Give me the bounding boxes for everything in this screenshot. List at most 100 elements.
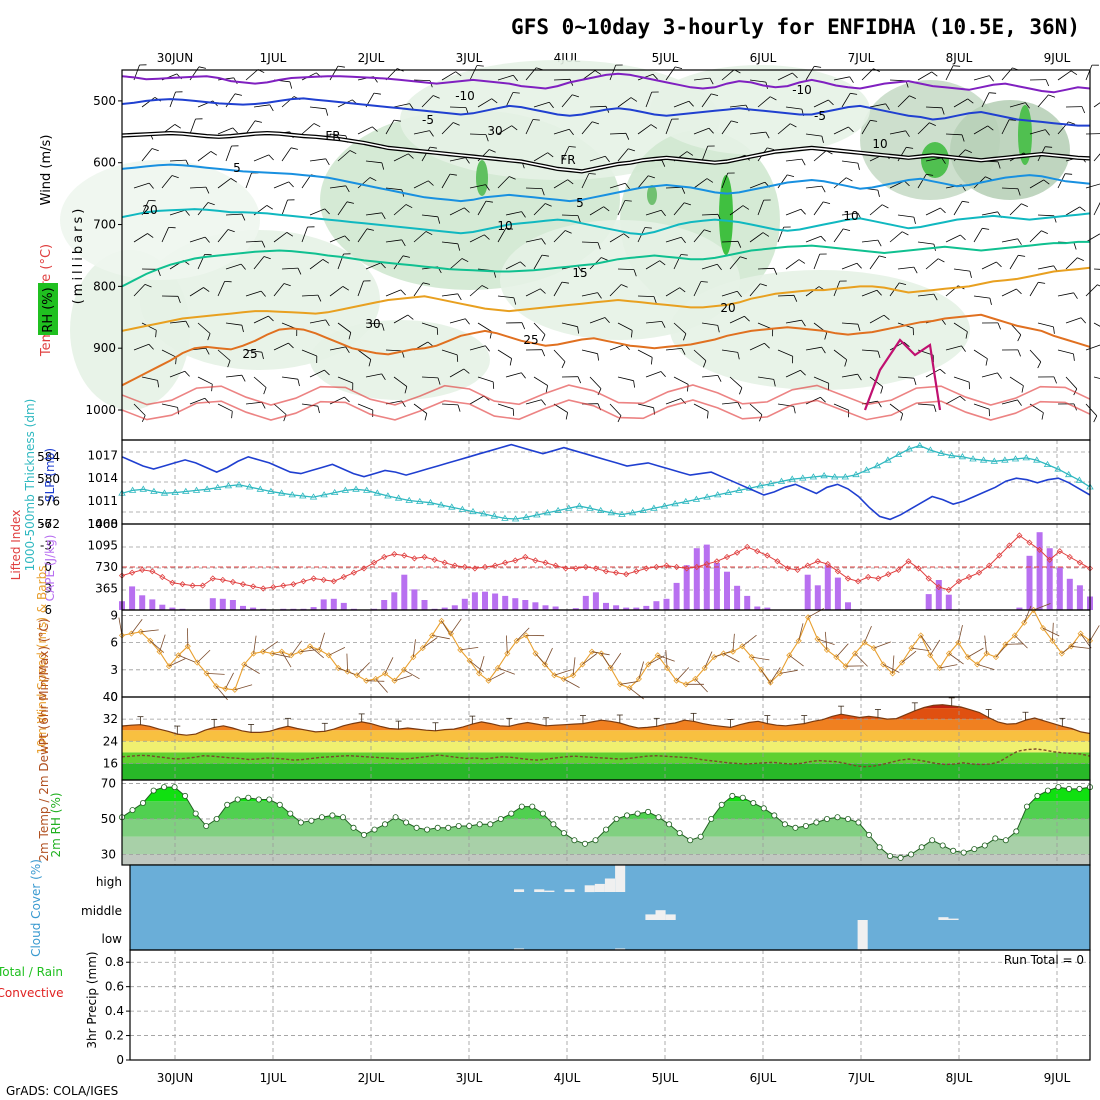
pressure-tick-1000: 1000 <box>85 403 116 417</box>
lifted-point-69 <box>814 558 821 565</box>
temp-line <box>121 704 1091 736</box>
thickness-point-30 <box>437 501 445 508</box>
upper-barb-101 <box>1001 119 1010 135</box>
upper-barb-34 <box>1085 64 1093 81</box>
upper-barb-332-flag <box>631 330 633 338</box>
rh-point-26 <box>392 814 399 821</box>
upper-barb-348-flag <box>1080 317 1087 324</box>
upper-barb-315 <box>141 322 157 331</box>
upper-barb-350-flag <box>148 344 154 350</box>
upper-barb-232 <box>749 232 764 243</box>
wind-point-17 <box>278 648 285 655</box>
bottom-day-label-3JUL: 3JUL <box>456 1071 483 1085</box>
upper-barb-422 <box>189 397 206 405</box>
upper-barb-157-flag <box>624 183 630 190</box>
upper-barb-311 <box>1001 288 1017 297</box>
upper-barb-29-flag <box>953 65 961 67</box>
upper-barb-412-flag <box>913 378 917 386</box>
wind-barb-21 <box>319 632 325 651</box>
thickness-point-64 <box>799 474 807 481</box>
rh-point-10 <box>224 801 231 808</box>
wind-point-63 <box>711 654 718 661</box>
upper-barb-303 <box>777 294 795 297</box>
thickness-point-49 <box>639 506 647 513</box>
upper-barb-354 <box>245 349 262 353</box>
upper-barb-397-flag <box>492 381 495 389</box>
upper-barb-200 <box>841 212 858 216</box>
upper-barb-95 <box>833 126 849 135</box>
upper-barb-344-flag <box>965 331 968 339</box>
upper-barb-111-flag <box>325 158 330 166</box>
upper-barb-45 <box>421 95 434 108</box>
rh-point-72 <box>876 844 883 851</box>
upper-barb-162 <box>749 181 766 189</box>
upper-barb-384 <box>1085 344 1100 351</box>
rh-point-48 <box>624 812 631 819</box>
surface-contour-1 <box>121 384 1091 406</box>
upper-barb-61-flag <box>885 103 890 110</box>
upper-barb-85-flag <box>568 129 574 136</box>
upper-barb-410 <box>841 373 858 378</box>
wind-point-21 <box>316 646 323 653</box>
thickness-point-8 <box>203 485 211 492</box>
upper-barb-150-flag <box>428 180 434 186</box>
cape-bar-51 <box>633 607 640 610</box>
upper-barb-450 <box>973 403 990 410</box>
upper-barb-57-flag <box>770 96 777 101</box>
cloud-low-72 <box>857 920 868 950</box>
upper-barb-122 <box>617 148 629 162</box>
temp-2m-label: 2m Temp / 2m DewPt (6hr Min/Max) (°C) <box>37 618 51 861</box>
lifted-point-2 <box>139 566 146 573</box>
wind-point-30 <box>400 666 407 673</box>
wind-point-4 <box>156 648 163 655</box>
slp-tick-1017: 1017 <box>87 448 118 462</box>
upper-barb-406 <box>729 376 743 388</box>
upper-barb-32-flag <box>1045 79 1050 87</box>
rh-point-51 <box>655 814 662 821</box>
upper-barb-400-flag <box>577 376 582 384</box>
cloud-row-label-high: high <box>96 875 122 889</box>
precip-tick-0.2: 0.2 <box>105 1029 124 1043</box>
upper-barb-227 <box>609 233 624 243</box>
upper-barb-366 <box>581 349 598 355</box>
upper-barb-64 <box>953 98 969 108</box>
upper-barb-192-flag <box>624 200 632 202</box>
upper-barb-358 <box>357 349 372 360</box>
cloud-middle-52 <box>655 910 666 920</box>
temp-tick-32: 32 <box>103 712 118 726</box>
upper-barb-117-flag <box>489 149 496 153</box>
upper-barb-399 <box>533 376 548 386</box>
lifted-point-12 <box>239 581 247 588</box>
upper-barb-226 <box>581 241 599 243</box>
upper-barb-171 <box>1001 187 1019 190</box>
upper-barb-67-flag <box>1048 94 1056 98</box>
cape-bar-89 <box>1016 607 1023 610</box>
upper-barb-147 <box>329 185 346 189</box>
upper-barb-314 <box>1085 284 1098 297</box>
rh-point-75 <box>908 851 915 858</box>
cloud-high-46 <box>594 883 605 892</box>
upper-barb-83 <box>497 125 512 135</box>
upper-barb-448-flag <box>933 405 937 413</box>
upper-barb-430 <box>413 403 428 414</box>
upper-barb-204 <box>953 201 963 216</box>
upper-barb-213-flag <box>227 229 235 233</box>
rh-point-55 <box>697 833 704 840</box>
chart-title: GFS 0~10day 3-hourly for ENFIDHA (10.5E,… <box>511 15 1080 39</box>
lifted-point-18 <box>300 578 307 585</box>
upper-barb-421 <box>161 403 178 408</box>
upper-barb-189 <box>533 203 546 216</box>
upper-barb-128-flag <box>801 158 806 166</box>
wind-point-80 <box>870 645 877 652</box>
upper-barb-188-flag <box>521 211 526 218</box>
upper-barb-250-flag <box>297 267 302 275</box>
rh-point-34 <box>476 821 483 828</box>
wind-point-86 <box>927 652 934 659</box>
cape-bar-39 <box>512 598 519 610</box>
upper-barb-124-flag <box>686 151 694 156</box>
rh-point-2 <box>139 800 146 807</box>
upper-barb-198 <box>785 208 802 216</box>
cloud-high-38 <box>514 889 525 892</box>
upper-barb-437-flag <box>617 415 622 423</box>
upper-barb-54 <box>673 100 690 108</box>
